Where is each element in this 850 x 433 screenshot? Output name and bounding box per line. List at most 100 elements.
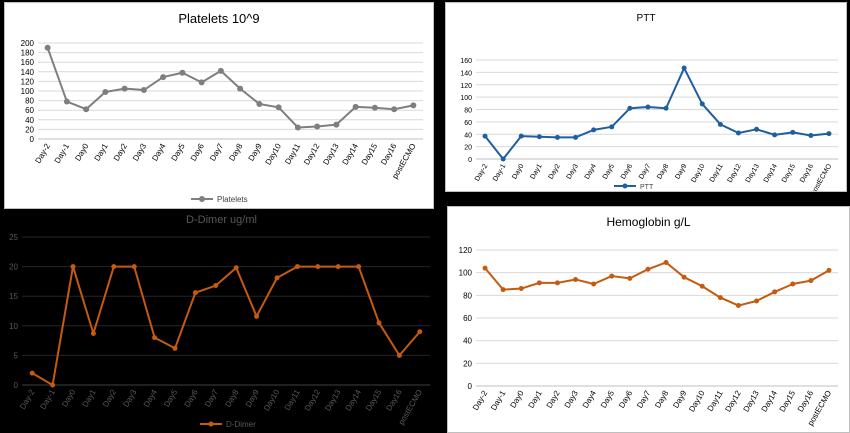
ddimer-legend-label: D-Dimer (226, 420, 256, 429)
y-tick-label: 0 (468, 382, 473, 391)
platelets-point (333, 121, 340, 128)
ptt-point (681, 65, 687, 71)
platelets-point (198, 79, 205, 86)
x-tick-label: Day7 (208, 142, 225, 163)
x-tick-label: Day11 (283, 388, 302, 412)
x-tick-label: Day5 (162, 388, 179, 409)
x-tick-label: Day-1 (492, 163, 507, 183)
ddimer-point (417, 329, 423, 335)
hgb-point (500, 287, 506, 293)
hgb-point (735, 303, 741, 309)
x-tick-label: Day13 (745, 163, 761, 184)
x-tick-label: Day15 (360, 142, 380, 167)
ddimer-point (376, 320, 382, 326)
x-tick-label: Day7 (635, 389, 652, 410)
x-tick-label: Day14 (760, 389, 780, 414)
x-tick-label: Day14 (763, 163, 779, 184)
ptt-point (772, 132, 778, 138)
x-tick-label: Day1 (529, 163, 543, 181)
y-tick-label: 15 (9, 292, 18, 301)
hgb-point (518, 286, 524, 292)
x-tick-label: Day3 (566, 163, 580, 181)
ptt-point (717, 121, 723, 127)
x-tick-label: Day5 (599, 389, 616, 410)
x-tick-label: Day10 (690, 163, 706, 184)
x-tick-label: Day-1 (489, 389, 508, 412)
platelets-point (63, 98, 70, 105)
x-tick-label: Day3 (563, 389, 580, 410)
platelets-point (294, 124, 301, 131)
ptt-point (609, 124, 615, 130)
y-tick-label: 80 (463, 291, 472, 300)
y-tick-label: 80 (464, 108, 472, 115)
ddimer-point (70, 264, 76, 270)
ddimer-point (213, 283, 219, 289)
platelets-title: Platelets 10^9 (178, 11, 259, 26)
x-tick-label: Day13 (321, 142, 341, 167)
x-tick-label: Day9 (244, 388, 261, 409)
y-tick-label: 10 (9, 322, 18, 331)
platelets-point (371, 104, 378, 111)
platelets-legend-marker (199, 196, 205, 202)
x-tick-label: Day6 (183, 388, 200, 409)
hgb-point (790, 281, 796, 287)
platelets-series-line (46, 47, 414, 129)
y-tick-label: 20 (9, 263, 18, 272)
x-tick-label: Day5 (170, 142, 187, 163)
x-tick-label: Day8 (653, 389, 670, 410)
ptt-point (663, 105, 669, 111)
ptt-point (627, 105, 633, 111)
x-tick-label: Day3 (121, 388, 138, 409)
x-tick-label: Day5 (602, 163, 616, 181)
ptt-legend-marker (622, 183, 628, 189)
hgb-point (808, 278, 814, 284)
ptt-point (826, 131, 832, 137)
x-tick-label: Day2 (101, 388, 118, 409)
x-tick-label: Day7 (638, 163, 652, 181)
y-tick-label: 80 (25, 97, 34, 106)
hgb-point (699, 283, 705, 289)
y-tick-label: 160 (21, 58, 35, 67)
x-tick-label: Day13 (742, 389, 762, 414)
x-tick-label: Day12 (723, 389, 743, 414)
hgb-point (663, 259, 669, 265)
x-tick-label: Day2 (112, 142, 129, 163)
x-tick-label: Day9 (247, 142, 264, 163)
x-tick-label: Day6 (189, 142, 206, 163)
platelets-point (140, 87, 147, 94)
ddimer-point (274, 275, 280, 281)
y-tick-label: 200 (21, 39, 35, 48)
ptt-point (482, 133, 488, 139)
x-tick-label: Day12 (727, 163, 743, 184)
x-tick-label: Day12 (302, 142, 322, 167)
ptt-point (573, 134, 579, 140)
ptt-series-line (484, 67, 830, 160)
ptt-point (645, 104, 651, 110)
x-tick-label: Day4 (150, 142, 167, 163)
x-tick-label: Day15 (778, 389, 798, 414)
x-tick-label: Day2 (545, 389, 562, 410)
platelets-point (44, 44, 51, 51)
y-tick-label: 120 (460, 83, 472, 90)
hgb-point (554, 280, 560, 286)
x-tick-label: Day6 (617, 389, 634, 410)
x-tick-label: Day1 (93, 142, 110, 163)
ddimer-point (152, 335, 158, 341)
platelets-chart: Platelets 10^9 0 20 40 60 80 100 120 140 160 180 20… (4, 2, 434, 209)
y-tick-label: 100 (460, 95, 472, 102)
y-tick-label: 20 (463, 359, 472, 368)
ddimer-point (396, 352, 402, 358)
ddimer-point (29, 370, 35, 376)
hgb-point (754, 298, 760, 304)
ptt-legend-label: PTT (640, 184, 654, 191)
x-tick-label: Day2 (548, 163, 562, 181)
x-tick-label: Day7 (203, 388, 220, 409)
x-tick-label: Day8 (227, 142, 244, 163)
x-tick-label: Day-2 (18, 388, 37, 411)
x-tick-label: Day16 (799, 163, 815, 184)
ddimer-point (172, 345, 178, 351)
x-tick-label: Day11 (283, 142, 302, 166)
ptt-chart-svg: PTT 0 20 40 60 80 100 120 140 160 Day-2 Day-1 Day0 Da… (460, 13, 838, 191)
ddimer-point (192, 290, 198, 296)
ddimer-point (356, 264, 362, 270)
